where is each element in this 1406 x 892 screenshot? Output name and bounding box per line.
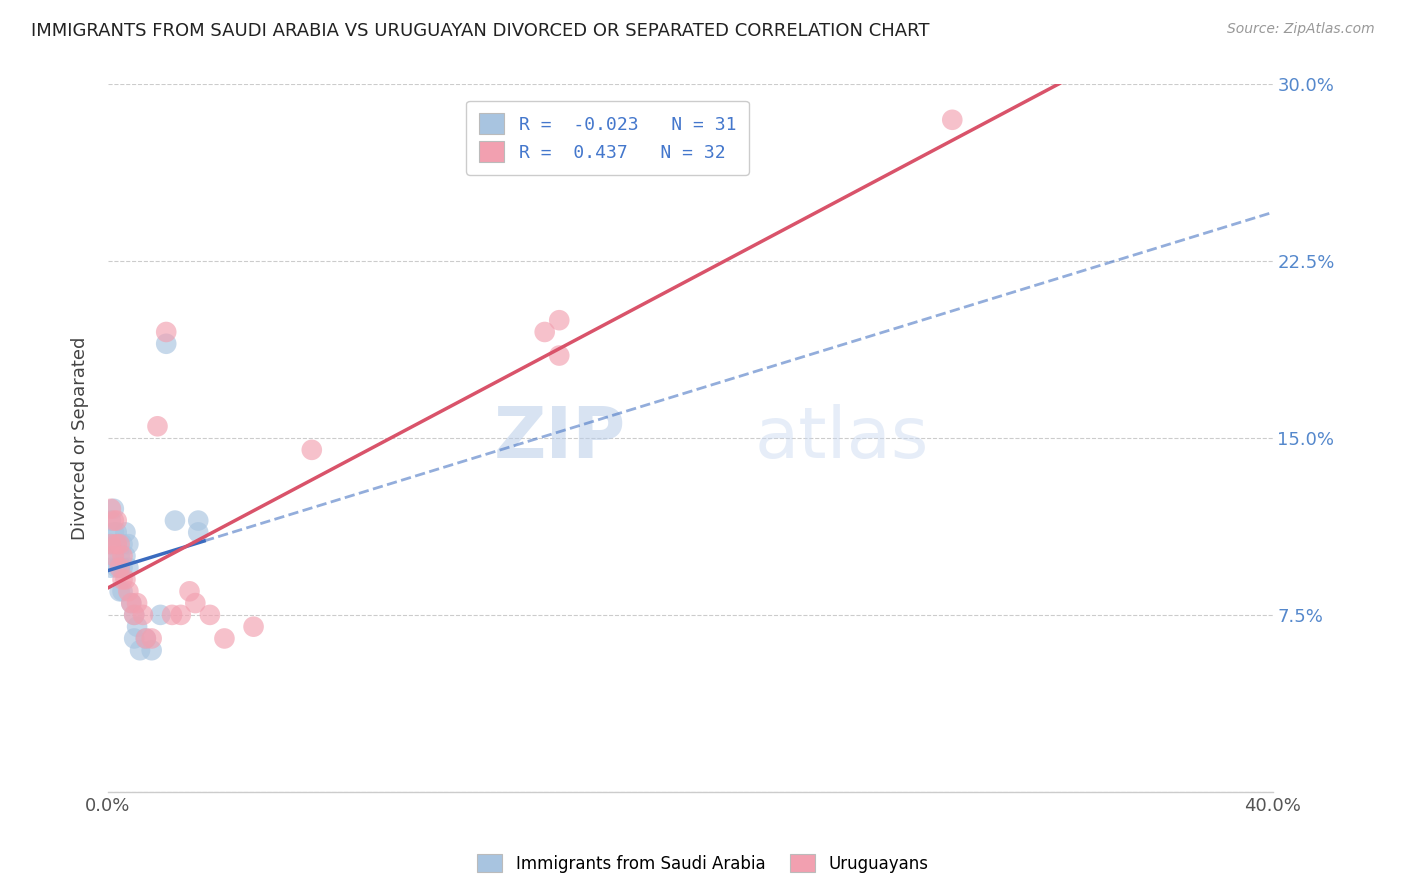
Point [108, 560, 131, 574]
Point [108, 549, 131, 563]
Point [155, 325, 177, 339]
Point [100, 514, 122, 528]
Point [100, 537, 122, 551]
Point [105, 514, 128, 528]
Legend: R =  -0.023   N = 31, R =  0.437   N = 32: R = -0.023 N = 31, R = 0.437 N = 32 [467, 101, 749, 175]
Point [135, 632, 157, 646]
Point [103, 549, 125, 563]
Point [198, 607, 221, 622]
Point [114, 549, 136, 563]
Point [179, 584, 201, 599]
Point [117, 584, 139, 599]
Point [941, 112, 963, 127]
Point [120, 596, 142, 610]
Point [120, 596, 142, 610]
Point [141, 643, 163, 657]
Text: atlas: atlas [754, 403, 929, 473]
Point [155, 336, 177, 351]
Point [127, 620, 149, 634]
Point [111, 584, 134, 599]
Point [103, 525, 125, 540]
Point [127, 596, 149, 610]
Point [108, 584, 131, 599]
Point [100, 501, 122, 516]
Text: Source: ZipAtlas.com: Source: ZipAtlas.com [1227, 22, 1375, 37]
Point [105, 560, 128, 574]
Point [163, 514, 186, 528]
Point [122, 632, 145, 646]
Point [548, 313, 571, 327]
Point [108, 560, 131, 574]
Point [242, 620, 264, 634]
Point [111, 560, 134, 574]
Point [100, 537, 122, 551]
Point [111, 537, 134, 551]
Point [103, 514, 125, 528]
Point [111, 573, 134, 587]
Point [100, 560, 122, 574]
Point [105, 537, 128, 551]
Point [108, 537, 131, 551]
Point [149, 607, 172, 622]
Point [214, 632, 236, 646]
Point [129, 643, 152, 657]
Point [187, 525, 209, 540]
Point [122, 607, 145, 622]
Point [114, 525, 136, 540]
Point [103, 501, 125, 516]
Point [103, 549, 125, 563]
Point [135, 632, 157, 646]
Point [132, 607, 155, 622]
Point [122, 607, 145, 622]
Legend: Immigrants from Saudi Arabia, Uruguayans: Immigrants from Saudi Arabia, Uruguayans [471, 847, 935, 880]
Point [160, 607, 183, 622]
Text: ZIP: ZIP [494, 403, 626, 473]
Point [117, 537, 139, 551]
Point [146, 419, 169, 434]
Point [117, 560, 139, 574]
Point [548, 349, 571, 363]
Point [187, 514, 209, 528]
Point [170, 607, 193, 622]
Point [111, 549, 134, 563]
Point [114, 573, 136, 587]
Point [105, 525, 128, 540]
Text: IMMIGRANTS FROM SAUDI ARABIA VS URUGUAYAN DIVORCED OR SEPARATED CORRELATION CHAR: IMMIGRANTS FROM SAUDI ARABIA VS URUGUAYA… [31, 22, 929, 40]
Point [141, 632, 163, 646]
Point [105, 537, 128, 551]
Point [533, 325, 555, 339]
Point [301, 442, 323, 457]
Point [184, 596, 207, 610]
Y-axis label: Divorced or Separated: Divorced or Separated [72, 336, 89, 540]
